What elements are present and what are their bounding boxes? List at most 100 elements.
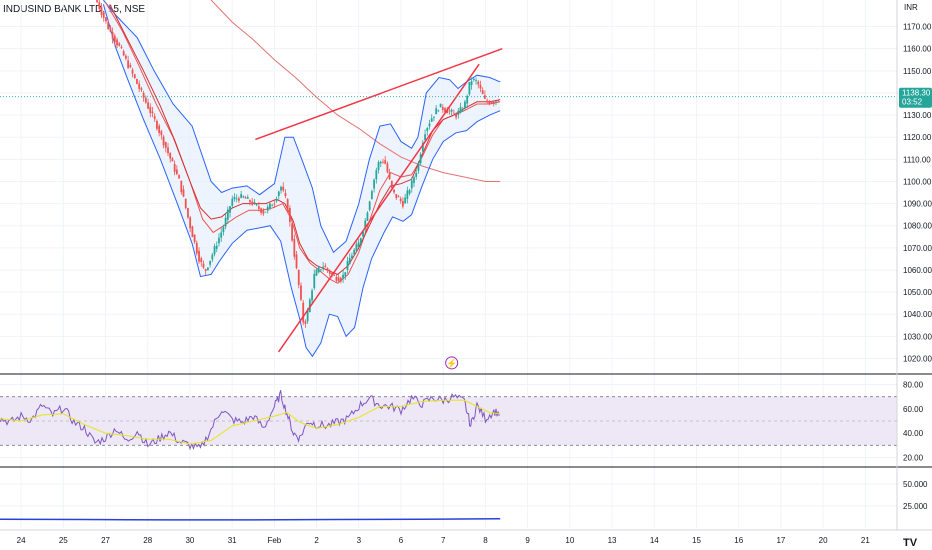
time-tick-label: 25: [59, 536, 68, 545]
candle-body: [133, 74, 136, 78]
candle-body: [320, 269, 322, 271]
candle-body: [229, 206, 231, 213]
time-tick-label: 3: [357, 536, 362, 545]
time-tick-label: 10: [565, 536, 574, 545]
candle-body: [433, 116, 435, 118]
time-tick-label: 15: [692, 536, 701, 545]
candle-body: [382, 161, 384, 163]
candle-body: [450, 109, 453, 112]
tradingview-logo: TV: [903, 537, 918, 549]
candle-body: [448, 110, 451, 112]
candle-body: [105, 17, 107, 22]
lower-indicator-line: [0, 518, 501, 521]
candle-body: [324, 265, 327, 268]
price-tick-label: 1060.00: [903, 266, 932, 275]
candle-body: [233, 197, 236, 200]
candle-body: [184, 198, 187, 209]
candle-body: [175, 169, 178, 175]
candle-body: [275, 199, 278, 202]
candle-body: [437, 110, 440, 112]
candle-body: [113, 35, 116, 42]
candle-body: [264, 211, 267, 213]
candle-body: [200, 258, 203, 263]
bollinger-upper-line: [103, 0, 501, 254]
candle-body: [262, 210, 265, 214]
candle-body: [452, 112, 455, 114]
time-tick-label: 6: [399, 536, 404, 545]
candle-body: [255, 204, 258, 206]
candle-body: [271, 205, 274, 207]
event-marker-label: ⚡: [446, 357, 457, 369]
candle-body: [331, 272, 333, 275]
time-tick-label: 13: [608, 536, 617, 545]
candle-body: [395, 194, 398, 198]
candle-body: [144, 97, 147, 103]
candle-body: [375, 170, 378, 180]
candle-body: [277, 191, 280, 196]
candle-body: [495, 101, 497, 103]
candle-body: [122, 51, 125, 56]
candle-body: [246, 197, 249, 199]
candles-layer: [96, 0, 500, 328]
candle-body: [147, 102, 149, 109]
candle-body: [488, 101, 491, 105]
candle-body: [359, 238, 362, 244]
candle-body: [481, 90, 484, 95]
countdown-label: 03:52: [902, 98, 923, 107]
candle-body: [98, 2, 101, 9]
candle-body: [149, 106, 152, 114]
candle-body: [160, 131, 163, 136]
candle-body: [419, 154, 422, 164]
candle-body: [120, 46, 123, 48]
candle-body: [355, 244, 358, 251]
candle-body: [224, 217, 227, 227]
candle-body: [195, 242, 198, 254]
candle-body: [282, 186, 285, 191]
candle-body: [107, 22, 110, 30]
candle-body: [368, 201, 371, 210]
rsi-tick-label: 80.00: [903, 381, 924, 390]
time-tick-label: 24: [17, 536, 26, 545]
candle-body: [266, 206, 269, 211]
candle-body: [492, 101, 495, 105]
candle-body: [461, 110, 464, 111]
candle-body: [116, 39, 118, 46]
candle-body: [269, 203, 271, 209]
candle-body: [337, 277, 340, 282]
candle-body: [129, 65, 132, 68]
candle-body: [138, 83, 141, 89]
candle-body: [304, 321, 307, 324]
candle-body: [218, 237, 220, 244]
candle-body: [357, 242, 360, 248]
candle-body: [191, 226, 194, 238]
candle-body: [162, 136, 165, 146]
candle-body: [335, 276, 338, 281]
candle-body: [244, 197, 247, 199]
time-tick-label: 20: [819, 536, 828, 545]
candle-body: [124, 55, 127, 59]
candle-body: [240, 194, 243, 198]
candle-body: [189, 217, 192, 229]
candle-body: [220, 232, 223, 238]
candle-body: [313, 273, 316, 288]
currency-label: INR: [904, 3, 918, 12]
event-marker-icon: [445, 356, 459, 370]
candle-body: [390, 180, 393, 189]
time-tick-label: 7: [441, 536, 446, 545]
candle-body: [242, 196, 245, 198]
candle-body: [140, 88, 143, 90]
candle-body: [284, 192, 287, 197]
candle-body: [388, 172, 391, 180]
candle-body: [204, 269, 207, 271]
candle-body: [286, 199, 289, 211]
candle-body: [339, 277, 342, 282]
candle-body: [455, 114, 457, 118]
candle-body: [346, 260, 349, 270]
candle-body: [315, 269, 318, 276]
rsi-tick-label: 60.00: [903, 405, 924, 414]
candle-body: [167, 147, 169, 154]
candle-body: [373, 179, 376, 189]
time-tick-label: 17: [776, 536, 785, 545]
